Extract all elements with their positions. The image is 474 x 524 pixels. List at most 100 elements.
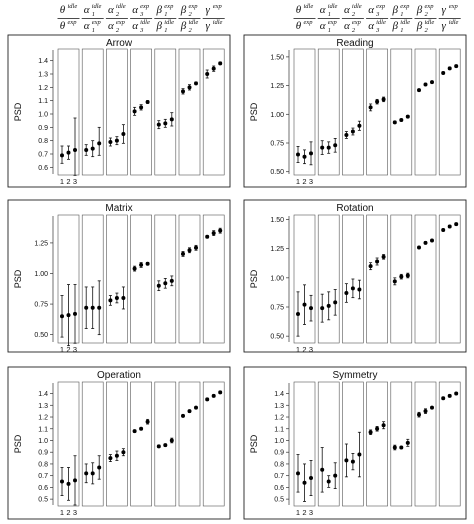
ratio-group — [130, 214, 152, 344]
mean-point — [368, 430, 373, 435]
ratio-numerator: α — [108, 4, 114, 16]
chart-panel-rotation: Rotation 0.50 0.75 1.00 1.25 1.50 PSD 1 2 3 — [243, 199, 467, 354]
mean-point — [114, 453, 119, 458]
panel-frame — [243, 366, 467, 520]
group-box — [390, 381, 413, 507]
mean-point — [392, 279, 397, 284]
mean-point — [114, 295, 119, 300]
y-tick-label: 0.7 — [38, 152, 48, 159]
mean-point — [97, 305, 102, 310]
mean-point — [326, 303, 331, 308]
mean-point — [302, 154, 307, 159]
ratio-denominator: β — [392, 20, 399, 32]
ratio-group — [366, 48, 388, 176]
mean-point — [187, 85, 192, 90]
ratio-numerator-sub: 2 — [189, 11, 193, 18]
y-axis-label: PSD — [249, 102, 259, 121]
group-box — [106, 48, 128, 176]
y-tick-label: 0.9 — [38, 450, 48, 457]
ratio-group — [202, 214, 225, 344]
y-tick-label: 1.3 — [274, 403, 284, 410]
mean-point — [350, 459, 355, 464]
group-box — [390, 214, 413, 344]
y-tick-label: 1.4 — [38, 391, 48, 398]
group-box — [342, 381, 364, 507]
ratio-numerator: α — [320, 4, 326, 16]
mean-point — [169, 117, 174, 122]
mean-point — [405, 114, 410, 119]
x-tick-label: 3 — [73, 508, 77, 517]
mean-point — [309, 151, 313, 156]
mean-point — [417, 88, 421, 93]
mean-point — [423, 240, 428, 245]
y-tick-label: 1.2 — [38, 85, 48, 92]
mean-point — [302, 480, 307, 485]
mean-point — [163, 121, 168, 126]
ratio-denominator-sub: 3 — [375, 27, 380, 34]
mean-point — [430, 238, 434, 243]
mean-point — [296, 312, 300, 316]
mean-point — [139, 262, 144, 267]
mean-point — [181, 251, 185, 256]
chart-panel-matrix: Matrix 0.50 0.75 1.00 1.25 PSD 1 2 3 — [7, 199, 231, 354]
mean-point — [211, 231, 216, 236]
ratio-group — [202, 48, 225, 176]
panel-frame — [243, 34, 467, 188]
ratio-group — [130, 48, 152, 176]
y-tick-label: 1.50 — [270, 217, 284, 224]
ratio-numerator: β — [416, 4, 423, 16]
ratio-numerator-sup: exp — [425, 3, 435, 10]
mean-point — [60, 314, 64, 319]
y-tick-label: 1.1 — [38, 98, 48, 105]
mean-point — [447, 224, 452, 229]
mean-point — [368, 264, 373, 269]
mean-point — [132, 429, 137, 434]
ratio-denominator-sup: idle — [449, 19, 459, 26]
mean-point — [139, 426, 144, 431]
x-tick-label: 1 — [296, 345, 300, 354]
ratio-numerator-sup: exp — [140, 3, 150, 10]
mean-point — [156, 283, 161, 288]
ratio-group — [130, 381, 152, 507]
y-tick-label: 1.4 — [274, 391, 284, 398]
ratio-numerator: γ — [442, 4, 447, 16]
ratio-group — [178, 381, 201, 507]
panel-title: Operation — [97, 370, 141, 381]
group-box — [106, 381, 128, 507]
mean-point — [121, 132, 126, 136]
group-box — [202, 214, 225, 344]
ratio-denominator-sup: exp — [304, 19, 314, 26]
mean-point — [344, 132, 349, 137]
y-tick-label: 0.5 — [274, 497, 284, 504]
ratio-denominator-sup: idle — [140, 19, 150, 26]
y-axis-label: PSD — [249, 269, 259, 288]
group-box — [178, 214, 201, 344]
mean-point — [90, 305, 95, 310]
y-tick-label: 0.7 — [38, 473, 48, 480]
mean-point — [296, 471, 300, 476]
ratio-numerator: β — [180, 4, 187, 16]
chart-panel-reading: Reading 0.50 0.75 1.00 1.25 1.50 PSD 1 2 3 — [243, 34, 467, 188]
y-tick-label: 0.9 — [38, 125, 48, 132]
y-tick-label: 1.00 — [34, 271, 48, 278]
panel-frame — [7, 34, 231, 188]
mean-point — [205, 234, 210, 239]
group-box — [202, 48, 225, 176]
y-tick-label: 0.75 — [34, 302, 48, 309]
mean-point — [381, 254, 386, 259]
group-box — [106, 214, 128, 344]
mean-point — [66, 313, 71, 318]
mean-point — [392, 120, 397, 125]
group-box — [293, 381, 316, 507]
mean-point — [333, 143, 338, 148]
ratio-group — [106, 381, 128, 507]
y-axis-label: PSD — [13, 269, 23, 288]
ratio-group — [178, 48, 201, 176]
ratio-numerator-sup: idle — [328, 3, 338, 10]
y-tick-label: 1.25 — [270, 83, 284, 90]
mean-point — [447, 393, 452, 398]
